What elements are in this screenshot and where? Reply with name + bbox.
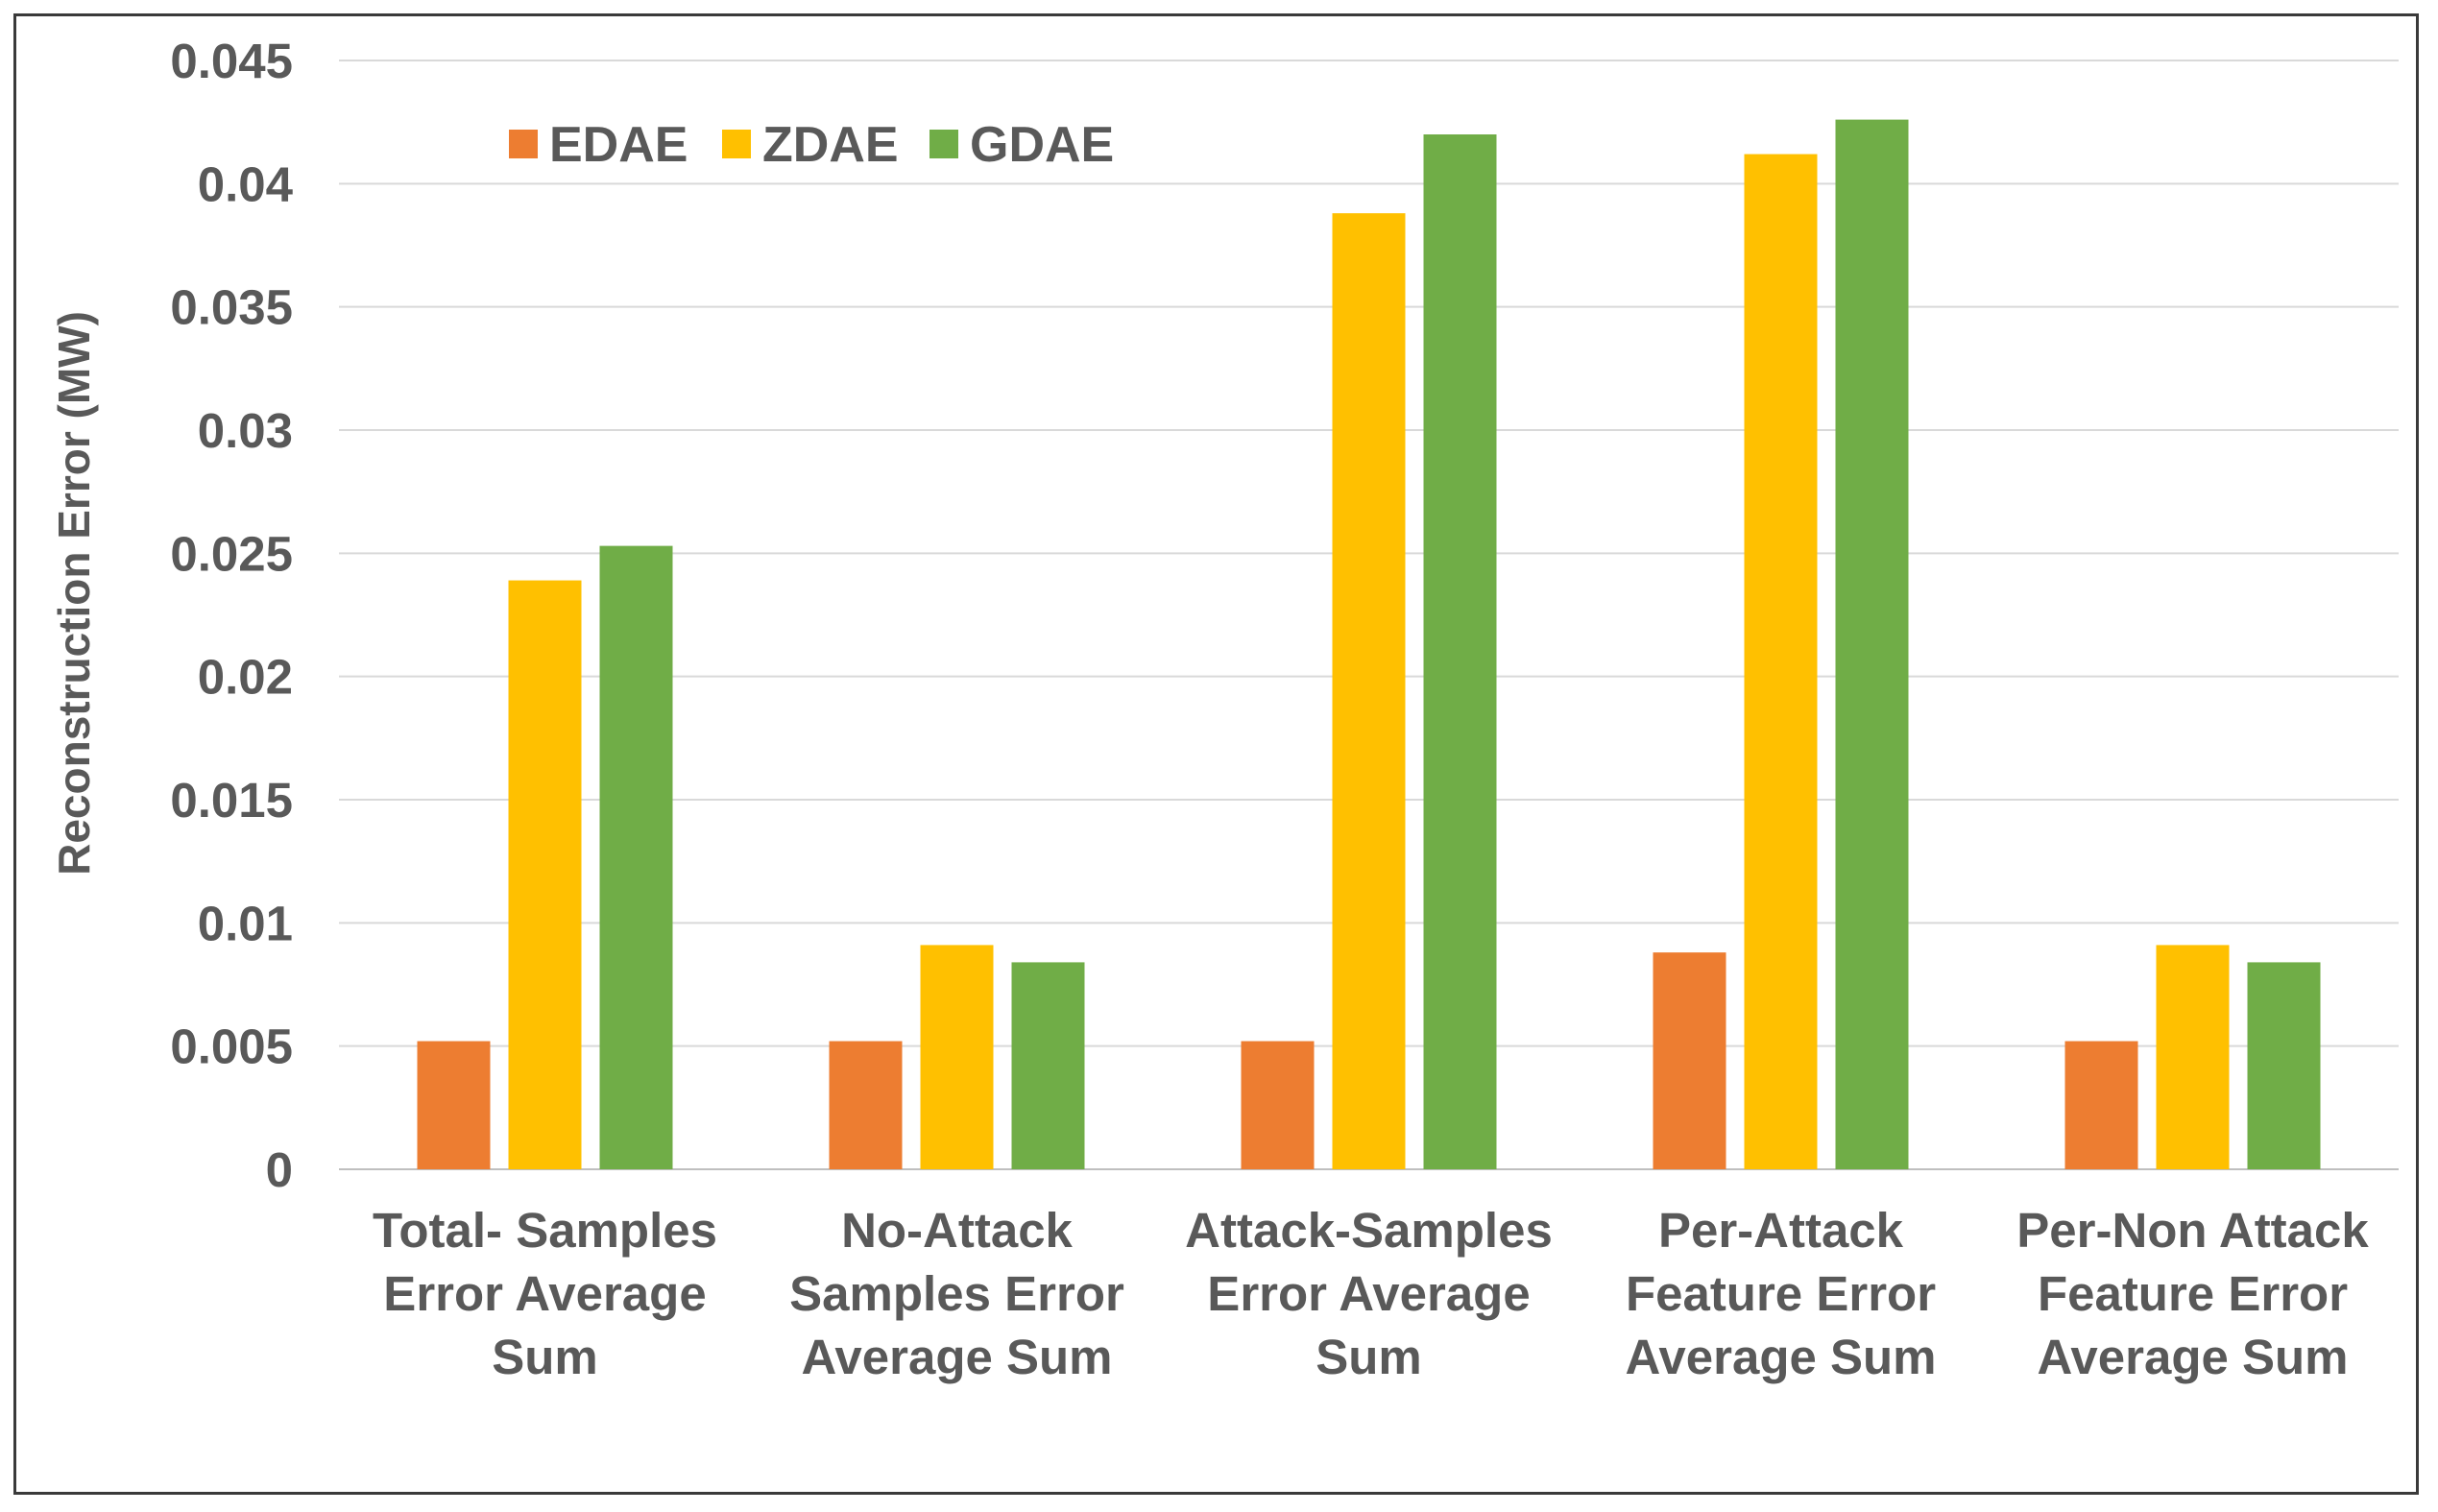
y-tick-label: 0.005 — [170, 1020, 293, 1074]
y-tick-label: 0.035 — [170, 280, 293, 335]
y-tick-label: 0.025 — [170, 526, 293, 581]
bar-edae-2 — [829, 1041, 903, 1169]
bar-gdae-2 — [1011, 962, 1085, 1169]
x-category-label: No-Attack — [841, 1203, 1073, 1258]
gridlines — [339, 60, 2399, 1170]
legend: EDAE ZDAE GDAE — [509, 117, 1114, 173]
legend-swatch-edae — [509, 130, 538, 158]
legend-swatch-gdae — [929, 130, 958, 158]
x-category-label: Per-Attack — [1658, 1203, 1904, 1258]
bar-zdae-2 — [920, 945, 994, 1169]
y-tick-label: 0.01 — [198, 896, 293, 950]
y-tick-label: 0.04 — [198, 156, 294, 211]
x-category-label: Total- Samples — [373, 1203, 717, 1258]
y-tick-label: 0.02 — [198, 650, 293, 705]
chart-frame — [13, 13, 2419, 1495]
x-category-label: Per-Non Attack — [2016, 1203, 2369, 1258]
bar-zdae-1 — [508, 580, 582, 1169]
x-axis-categories: Total- Samples Error Average Sum No-Attack S… — [373, 1203, 2369, 1384]
legend-label-zdae: ZDAE — [762, 117, 899, 173]
x-category-label: Attack-Samples — [1185, 1203, 1553, 1258]
y-tick-label: 0.015 — [170, 773, 293, 828]
bar-gdae-5 — [2247, 962, 2321, 1169]
bar-gdae-1 — [599, 545, 673, 1169]
y-tick-label: 0.03 — [198, 403, 293, 458]
legend-swatch-zdae — [722, 130, 751, 158]
bar-edae-1 — [417, 1041, 491, 1169]
y-axis-title: Reconstruction Error (MW) — [49, 311, 99, 876]
x-category-label: Feature Error — [2038, 1266, 2348, 1321]
x-category-label: Samples Error — [789, 1266, 1124, 1321]
bar-edae-5 — [2064, 1041, 2138, 1169]
legend-label-edae: EDAE — [549, 117, 688, 173]
bar-zdae-5 — [2156, 945, 2230, 1169]
x-category-label: Average Sum — [1625, 1330, 1936, 1384]
bar-edae-4 — [1653, 952, 1726, 1169]
bar-edae-3 — [1241, 1041, 1315, 1169]
y-tick-label: 0 — [266, 1142, 293, 1197]
bar-zdae-3 — [1332, 213, 1406, 1170]
bar-zdae-4 — [1744, 154, 1818, 1170]
bar-gdae-4 — [1835, 119, 1909, 1170]
bar-gdae-3 — [1423, 134, 1497, 1169]
y-axis-ticks: 0 0.005 0.01 0.015 0.02 0.025 0.03 0.035 0.04 0.0… — [170, 34, 293, 1197]
x-category-label: Average Sum — [801, 1330, 1112, 1384]
x-category-label: Feature Error — [1626, 1266, 1936, 1321]
x-category-label: Error Average — [383, 1266, 706, 1321]
x-category-label: Average Sum — [2037, 1330, 2348, 1384]
y-tick-label: 0.045 — [170, 34, 293, 88]
legend-label-gdae: GDAE — [970, 117, 1114, 173]
x-category-label: Sum — [1316, 1330, 1422, 1384]
x-category-label: Sum — [492, 1330, 598, 1384]
bars — [417, 119, 2321, 1170]
x-category-label: Error Average — [1207, 1266, 1530, 1321]
